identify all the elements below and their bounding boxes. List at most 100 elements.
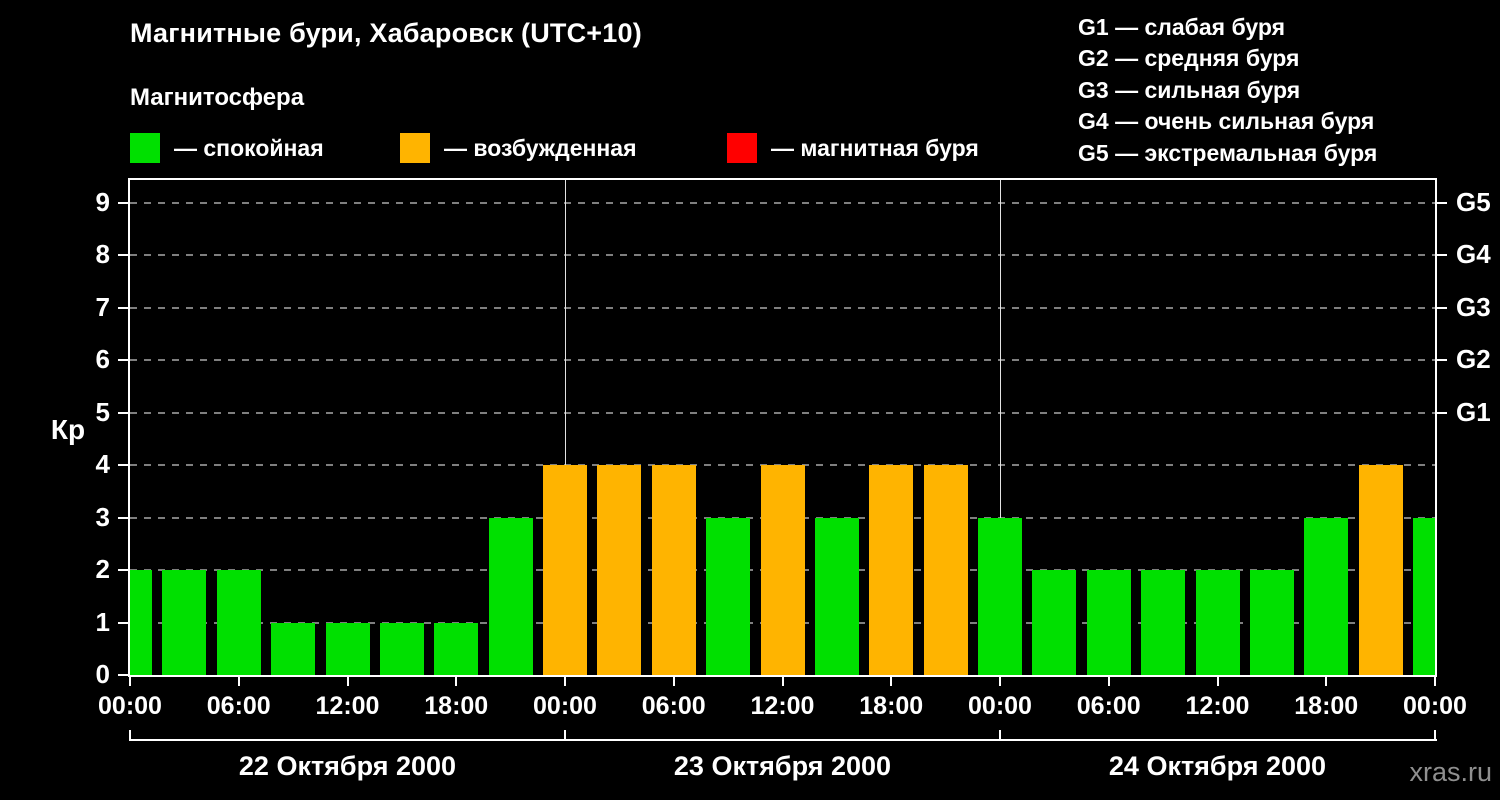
plot-border-left xyxy=(128,178,130,677)
y-tick xyxy=(118,306,128,309)
kp-bar xyxy=(130,570,152,675)
y-tick-label: 2 xyxy=(95,554,110,584)
date-axis-line xyxy=(130,739,1437,741)
x-tick-label: 06:00 xyxy=(1076,692,1141,720)
day-divider-line xyxy=(999,180,1001,675)
y-tick xyxy=(118,516,128,519)
kp-gridline xyxy=(130,411,1435,414)
x-tick-label: 00:00 xyxy=(1403,692,1467,720)
kp-bar xyxy=(1032,570,1077,675)
kp-bar xyxy=(162,570,207,675)
kp-bar xyxy=(1304,517,1349,675)
x-tick xyxy=(1107,677,1110,686)
kp-bar xyxy=(216,570,261,675)
y-tick xyxy=(118,359,128,361)
g-axis-label: G2 xyxy=(1456,344,1491,374)
x-tick xyxy=(346,677,349,686)
page-title: Магнитные бури, Хабаровск (UTC+10) xyxy=(130,18,642,48)
g2-description: G2 — средняя буря xyxy=(1078,45,1300,72)
g-axis-label: G3 xyxy=(1456,291,1491,322)
y-tick xyxy=(118,464,128,466)
y-tick-label: 5 xyxy=(95,396,110,427)
legend-disturbed-label: — возбужденная xyxy=(444,134,637,161)
x-tick xyxy=(237,677,240,686)
x-tick xyxy=(129,677,131,686)
legend-item-disturbed: — возбужденная xyxy=(400,132,637,164)
y-tick xyxy=(118,569,128,571)
kp-bar xyxy=(1141,570,1186,675)
g-tick xyxy=(1437,359,1447,361)
x-tick-label: 18:00 xyxy=(1294,692,1359,720)
g-tick xyxy=(1437,306,1447,309)
kp-gridline xyxy=(130,201,1435,204)
y-tick-label: 4 xyxy=(95,449,110,479)
kp-bar xyxy=(379,622,424,675)
kp-gridline xyxy=(130,306,1435,309)
g-axis-label: G4 xyxy=(1456,239,1491,269)
legend-item-quiet: — спокойная xyxy=(130,132,324,164)
kp-gridline xyxy=(130,359,1435,361)
watermark: xras.ru xyxy=(1409,757,1492,787)
y-tick-label: 6 xyxy=(95,344,110,374)
y-tick-label: 0 xyxy=(95,659,110,689)
y-tick xyxy=(118,201,128,204)
g-tick xyxy=(1437,201,1447,204)
x-tick xyxy=(890,677,893,686)
kp-bar xyxy=(706,517,751,675)
y-axis-title: Кр xyxy=(50,414,86,445)
x-tick xyxy=(1434,677,1436,686)
date-axis-tick xyxy=(999,730,1001,741)
kp-bar xyxy=(923,465,968,675)
plot-border-top xyxy=(128,178,1437,180)
x-tick xyxy=(672,677,675,686)
legend-item-storm: — магнитная буря xyxy=(727,132,979,164)
x-tick-label: 00:00 xyxy=(98,692,162,720)
g-tick xyxy=(1437,411,1447,414)
x-tick-label: 00:00 xyxy=(533,692,597,720)
x-tick-label: 18:00 xyxy=(424,692,489,720)
kp-bar xyxy=(651,465,696,675)
y-tick xyxy=(118,621,128,624)
day-divider-line xyxy=(564,180,566,675)
kp-bar xyxy=(543,465,587,675)
legend-storm-label: — магнитная буря xyxy=(771,134,979,161)
kp-bar xyxy=(488,517,533,675)
y-tick-label: 7 xyxy=(95,291,110,322)
date-axis-tick xyxy=(129,730,131,741)
legend-quiet-label: — спокойная xyxy=(174,134,324,161)
kp-bar xyxy=(597,465,642,675)
kp-bar xyxy=(434,622,479,675)
y-tick-label: 1 xyxy=(95,606,110,637)
g4-description: G4 — очень сильная буря xyxy=(1078,108,1375,135)
kp-bar xyxy=(1358,465,1403,675)
date-label-day2: 23 Октября 2000 xyxy=(673,751,892,781)
x-tick-label: 06:00 xyxy=(206,692,271,720)
g3-description: G3 — сильная буря xyxy=(1078,76,1301,103)
plot-border-right xyxy=(1435,178,1437,677)
plot-area xyxy=(130,180,1435,675)
kp-bar xyxy=(978,517,1022,675)
kp-bar xyxy=(760,465,805,675)
plot-border-bottom xyxy=(128,675,1437,677)
x-tick xyxy=(1216,677,1219,686)
kp-bar xyxy=(1195,570,1240,675)
x-tick xyxy=(564,677,566,686)
x-tick-label: 06:00 xyxy=(641,692,706,720)
g-axis-label: G1 xyxy=(1456,396,1491,427)
storm-scale-legend: G1 — слабая буря G2 — средняя буря G3 — … xyxy=(1078,12,1377,169)
kp-bar xyxy=(869,465,914,675)
g-axis-label: G5 xyxy=(1456,186,1491,217)
y-tick xyxy=(118,674,128,676)
kp-bar xyxy=(1249,570,1294,675)
disturbed-color-swatch xyxy=(400,133,430,163)
y-tick-label: 8 xyxy=(95,239,110,269)
x-tick-label: 18:00 xyxy=(859,692,924,720)
kp-bar xyxy=(1413,517,1435,675)
y-tick-label: 3 xyxy=(95,501,110,532)
date-label-day3: 24 Октября 2000 xyxy=(1108,751,1327,781)
kp-bar xyxy=(814,517,859,675)
date-axis-tick xyxy=(1434,730,1436,741)
x-tick xyxy=(781,677,784,686)
kp-gridline xyxy=(130,254,1435,256)
